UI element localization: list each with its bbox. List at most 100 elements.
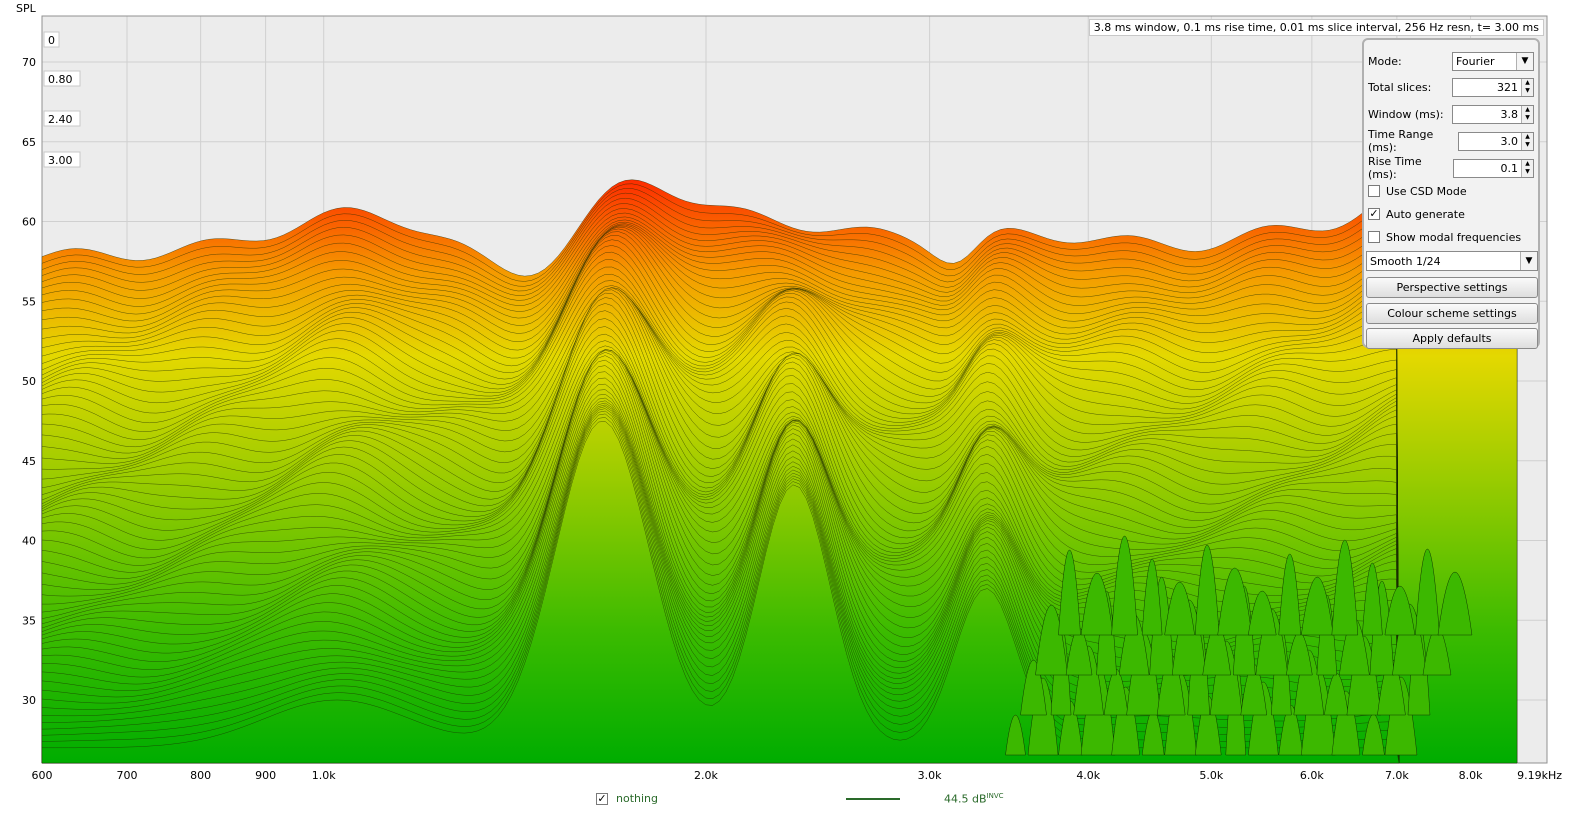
decay-bump bbox=[1278, 554, 1302, 636]
total-slices-row: Total slices: 321 ▲ ▼ bbox=[1368, 76, 1534, 98]
window-label: Window (ms): bbox=[1368, 107, 1444, 121]
spin-up-icon[interactable]: ▲ bbox=[1525, 132, 1530, 140]
spin-down-icon[interactable]: ▼ bbox=[1525, 87, 1530, 95]
perspective-settings-button[interactable]: Perspective settings bbox=[1366, 277, 1538, 298]
y-tick-label: 50 bbox=[22, 375, 36, 388]
show-modal-row[interactable]: Show modal frequencies bbox=[1368, 227, 1521, 247]
time-label-box: 0.80 bbox=[43, 70, 81, 87]
legend-line-swatch bbox=[846, 797, 900, 800]
time-label-frame bbox=[43, 70, 81, 87]
y-tick-label: 55 bbox=[22, 295, 36, 308]
auto-generate-checkbox[interactable]: ✓ bbox=[1368, 207, 1380, 220]
y-tick-label: 30 bbox=[22, 694, 36, 707]
smoothing-value: Smooth 1/24 bbox=[1370, 254, 1441, 268]
rise-time-row: Rise Time (ms): 0.1 ▲ ▼ bbox=[1368, 155, 1534, 181]
spin-up-icon[interactable]: ▲ bbox=[1525, 105, 1530, 113]
y-tick-label: 35 bbox=[22, 614, 36, 627]
y-tick-label: 45 bbox=[22, 455, 36, 468]
use-csd-checkbox[interactable] bbox=[1368, 185, 1380, 197]
time-label-frame bbox=[43, 151, 81, 168]
legend-value-text: 44.5 dB bbox=[944, 792, 987, 806]
x-tick-label: 700 bbox=[117, 769, 138, 782]
legend: ✓ nothing 44.5 dBINVC bbox=[596, 792, 1004, 806]
decay-bump bbox=[1278, 704, 1304, 756]
y-tick-label: 70 bbox=[22, 56, 36, 69]
auto-generate-label: Auto generate bbox=[1386, 207, 1465, 221]
auto-generate-row[interactable]: ✓ Auto generate bbox=[1368, 204, 1465, 224]
decay-bump bbox=[1217, 567, 1252, 636]
decay-bump bbox=[1111, 536, 1138, 636]
spin-up-icon[interactable]: ▲ bbox=[1525, 159, 1530, 167]
total-slices-spinner[interactable]: 321 ▲ ▼ bbox=[1452, 77, 1534, 97]
show-modal-checkbox[interactable] bbox=[1368, 231, 1380, 243]
decay-bump bbox=[1324, 672, 1349, 716]
x-tick-label: 8.0k bbox=[1459, 769, 1483, 782]
decay-bump bbox=[1437, 571, 1473, 636]
smoothing-select[interactable]: Smooth 1/24 ▼ bbox=[1366, 251, 1538, 271]
time-label-box: 3.00 bbox=[43, 151, 81, 168]
use-csd-row[interactable]: Use CSD Mode bbox=[1368, 181, 1467, 201]
waterfall-controls-panel: Mode: Fourier ▼ Total slices: 321 ▲ ▼ Win… bbox=[1362, 38, 1540, 349]
y-tick-label: 60 bbox=[22, 216, 36, 229]
apply-defaults-button[interactable]: Apply defaults bbox=[1366, 328, 1538, 349]
x-tick-label: 1.0k bbox=[312, 769, 336, 782]
time-label: 3.00 bbox=[48, 154, 73, 167]
decay-bump bbox=[1293, 649, 1325, 716]
legend-visibility-checkbox[interactable]: ✓ bbox=[596, 791, 608, 805]
time-range-spinner[interactable]: 3.0 ▲ ▼ bbox=[1458, 131, 1534, 151]
total-slices-label: Total slices: bbox=[1368, 80, 1432, 94]
decay-bump bbox=[1362, 563, 1383, 636]
decay-bump bbox=[1301, 577, 1334, 636]
rise-time-spinner[interactable]: 0.1 ▲ ▼ bbox=[1452, 158, 1534, 178]
analysis-info: 3.8 ms window, 0.1 ms rise time, 0.01 ms… bbox=[1088, 19, 1544, 36]
x-tick-label: 600 bbox=[32, 769, 53, 782]
decay-bump bbox=[1194, 544, 1220, 636]
rise-time-value[interactable]: 0.1 bbox=[1500, 161, 1519, 175]
decay-bump bbox=[1080, 572, 1114, 636]
chevron-down-icon[interactable]: ▼ bbox=[1516, 52, 1533, 70]
x-tick-label: 900 bbox=[255, 769, 276, 782]
decay-bump bbox=[1005, 715, 1026, 756]
x-tick-label: 4.0k bbox=[1076, 769, 1100, 782]
time-range-label: Time Range (ms): bbox=[1368, 128, 1434, 154]
window-value[interactable]: 3.8 bbox=[1500, 107, 1519, 121]
mode-value: Fourier bbox=[1456, 54, 1495, 68]
y-tick-label: 65 bbox=[22, 136, 36, 149]
window-spinner[interactable]: 3.8 ▲ ▼ bbox=[1452, 104, 1534, 124]
x-tick-label: 7.0k bbox=[1385, 769, 1409, 782]
x-tick-label: 800 bbox=[190, 769, 211, 782]
show-modal-label: Show modal frequencies bbox=[1386, 230, 1522, 244]
x-tick-label: 3.0k bbox=[918, 769, 942, 782]
total-slices-value[interactable]: 321 bbox=[1497, 80, 1518, 94]
decay-bump bbox=[1141, 559, 1163, 636]
rise-time-label: Rise Time (ms): bbox=[1368, 155, 1422, 181]
time-label-frame bbox=[43, 110, 81, 127]
mode-select[interactable]: Fourier ▼ bbox=[1452, 51, 1534, 71]
spin-down-icon[interactable]: ▼ bbox=[1525, 114, 1530, 122]
legend-value-sup: INVC bbox=[986, 792, 1004, 800]
time-label-box: 2.40 bbox=[43, 110, 81, 127]
spin-down-icon[interactable]: ▼ bbox=[1525, 141, 1530, 149]
legend-series-name[interactable]: nothing bbox=[616, 792, 658, 806]
chevron-down-icon[interactable]: ▼ bbox=[1520, 252, 1537, 270]
decay-bump bbox=[1384, 585, 1416, 636]
time-label: 0.80 bbox=[48, 73, 73, 86]
spin-down-icon[interactable]: ▼ bbox=[1525, 168, 1530, 176]
x-tick-label: 9.19kHz bbox=[1517, 769, 1562, 782]
mode-row: Mode: Fourier ▼ bbox=[1368, 50, 1534, 72]
use-csd-label: Use CSD Mode bbox=[1386, 184, 1467, 198]
time-label-box: 0 bbox=[43, 31, 60, 48]
spin-up-icon[interactable]: ▲ bbox=[1525, 78, 1530, 86]
x-tick-label: 6.0k bbox=[1300, 769, 1324, 782]
x-tick-label: 2.0k bbox=[694, 769, 718, 782]
decay-bump bbox=[1058, 549, 1081, 636]
decay-bump bbox=[1103, 668, 1129, 716]
time-label: 2.40 bbox=[48, 113, 73, 126]
time-label-frame bbox=[43, 31, 60, 48]
decay-bump bbox=[1164, 582, 1195, 636]
decay-bump bbox=[1247, 590, 1277, 636]
colour-scheme-settings-button[interactable]: Colour scheme settings bbox=[1366, 303, 1538, 324]
time-label: 0 bbox=[48, 34, 55, 47]
time-range-value[interactable]: 3.0 bbox=[1500, 134, 1519, 148]
